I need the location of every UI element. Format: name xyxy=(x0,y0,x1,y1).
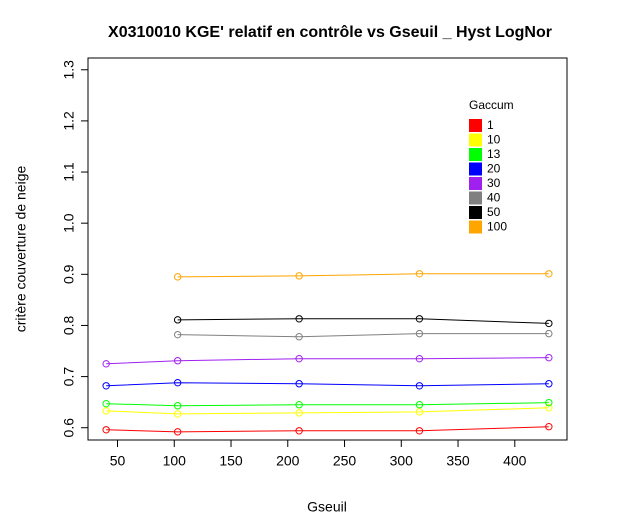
point xyxy=(295,409,303,417)
point xyxy=(102,360,110,368)
point xyxy=(173,273,182,281)
series-line xyxy=(106,402,549,407)
legend-swatch xyxy=(469,148,482,161)
x-tick-label: 350 xyxy=(446,453,470,469)
legend-swatch xyxy=(469,177,482,190)
point xyxy=(545,423,553,431)
point xyxy=(545,329,553,338)
series-line xyxy=(106,357,549,365)
point xyxy=(545,398,553,407)
x-tick-label: 200 xyxy=(276,453,300,469)
chart-title: X0310010 KGE' relatif en contrôle vs Gse… xyxy=(108,24,552,41)
point xyxy=(102,407,110,415)
point xyxy=(295,380,303,388)
legend-title: Gaccum xyxy=(469,98,514,112)
point xyxy=(415,408,424,416)
y-tick-label: 1.0 xyxy=(61,213,77,233)
x-tick-label: 400 xyxy=(503,453,527,469)
point xyxy=(415,382,424,390)
point xyxy=(173,410,182,418)
series-line xyxy=(106,407,549,415)
point xyxy=(102,399,110,408)
legend-label: 13 xyxy=(487,147,501,161)
point xyxy=(295,354,303,363)
x-tick-label: 250 xyxy=(333,453,357,469)
point xyxy=(415,427,424,435)
x-axis-label: Gseuil xyxy=(307,499,347,515)
point xyxy=(295,333,303,341)
y-axis-label: critère couverture de neige xyxy=(13,166,29,333)
point xyxy=(173,402,182,410)
point xyxy=(295,272,303,280)
legend-swatch xyxy=(469,133,482,147)
point xyxy=(295,315,303,323)
legend-swatch xyxy=(469,206,482,219)
point xyxy=(173,316,182,324)
series-line xyxy=(106,382,549,387)
series-line xyxy=(177,273,549,278)
point xyxy=(415,315,424,323)
legend-swatch xyxy=(469,220,482,234)
x-tick-label: 100 xyxy=(163,453,187,469)
point xyxy=(173,379,182,387)
legend-swatch xyxy=(469,119,482,132)
legend-label: 1 xyxy=(487,118,494,132)
point xyxy=(173,330,182,339)
y-tick-label: 0.8 xyxy=(61,316,77,336)
point xyxy=(415,329,424,338)
y-tick-label: 0.9 xyxy=(61,264,77,284)
point xyxy=(415,401,424,409)
legend-label: 30 xyxy=(487,176,501,190)
point xyxy=(102,426,110,434)
y-tick-label: 1.3 xyxy=(61,60,77,80)
series-line xyxy=(177,333,549,338)
point xyxy=(173,428,182,436)
x-tick-label: 150 xyxy=(219,453,243,469)
legend-label: 100 xyxy=(487,220,507,234)
point xyxy=(545,380,553,388)
legend-label: 50 xyxy=(487,205,501,219)
point xyxy=(173,357,182,365)
series-line xyxy=(106,426,549,433)
plot-frame xyxy=(87,57,568,441)
legend-label: 10 xyxy=(487,133,501,147)
point xyxy=(415,270,424,278)
y-tick-label: 1.1 xyxy=(61,162,77,182)
point xyxy=(545,270,553,278)
series-line xyxy=(177,318,549,324)
legend-label: 40 xyxy=(487,191,501,205)
point xyxy=(295,427,303,435)
legend-label: 20 xyxy=(487,162,501,176)
point xyxy=(545,319,553,328)
point xyxy=(545,404,553,412)
y-tick-label: 0.6 xyxy=(61,418,77,438)
legend-swatch xyxy=(469,191,482,205)
legend-swatch xyxy=(469,162,482,176)
point xyxy=(545,353,553,362)
point xyxy=(102,382,110,390)
x-tick-label: 50 xyxy=(110,453,126,469)
point xyxy=(415,354,424,363)
point xyxy=(295,401,303,409)
y-tick-label: 0.7 xyxy=(61,367,77,387)
y-tick-label: 1.2 xyxy=(61,111,77,131)
x-tick-label: 300 xyxy=(390,453,414,469)
